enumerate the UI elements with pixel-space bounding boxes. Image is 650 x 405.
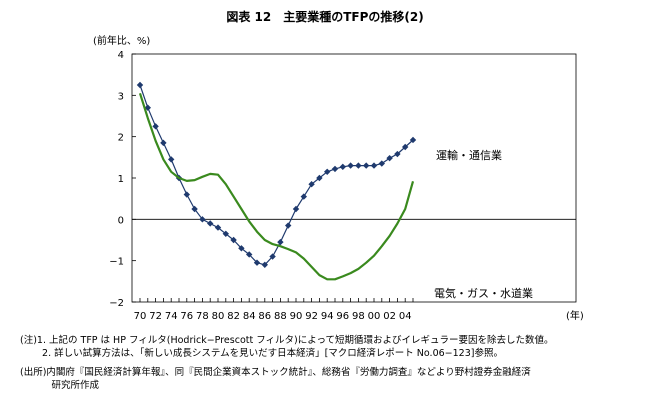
data-point xyxy=(246,251,253,258)
data-point xyxy=(214,224,222,231)
x-axis-unit-label: (年) xyxy=(566,309,584,322)
data-point xyxy=(316,174,323,182)
data-point xyxy=(261,261,268,268)
data-point xyxy=(144,104,151,111)
source-note: (出所)内閣府『国民経済計算年報』、同『民間企業資本ストック統計』、総務省『労働… xyxy=(20,367,531,378)
data-point xyxy=(136,81,144,89)
data-point xyxy=(253,259,261,266)
data-point xyxy=(285,222,292,229)
data-point xyxy=(347,162,354,169)
x-tick-label: 70 xyxy=(134,311,147,322)
x-tick-label: 76 xyxy=(180,311,193,322)
y-tick-label: −2 xyxy=(109,298,124,309)
data-point xyxy=(230,236,237,244)
data-point xyxy=(152,123,159,130)
note-2: 2. 詳しい試算方法は、「新しい成長システムを見いだす日本経済」[マクロ経済レポ… xyxy=(20,348,503,359)
x-tick-label: 74 xyxy=(165,311,178,322)
source-note-cont: 研究所作成 xyxy=(20,380,100,391)
x-tick-label: 82 xyxy=(227,311,240,322)
data-point xyxy=(269,253,276,260)
data-point xyxy=(222,230,229,237)
series-line-1 xyxy=(138,92,415,281)
data-point xyxy=(238,245,245,252)
y-tick-label: 4 xyxy=(118,50,124,61)
y-tick-label: 3 xyxy=(118,91,124,102)
data-point xyxy=(199,216,206,223)
series-label-utilities: 電気・ガス・水道業 xyxy=(434,286,533,300)
y-tick-label: −1 xyxy=(109,257,124,268)
series-label-transport: 運輸・通信業 xyxy=(436,148,502,162)
data-point xyxy=(191,205,198,213)
x-tick-label: 96 xyxy=(336,311,349,322)
data-point xyxy=(160,139,167,147)
data-point xyxy=(292,205,300,213)
x-tick-label: 90 xyxy=(290,311,303,322)
x-tick-label: 92 xyxy=(305,311,318,322)
data-point xyxy=(339,163,346,171)
x-tick-label: 80 xyxy=(212,311,225,322)
data-point xyxy=(378,160,385,167)
note-1: (注)1. 上記の TFP は HP フィルタ(Hodrick−Prescott… xyxy=(20,335,554,346)
x-tick-label: 78 xyxy=(196,311,209,322)
x-tick-label: 04 xyxy=(399,311,412,322)
data-point xyxy=(277,238,284,246)
x-tick-label: 72 xyxy=(149,311,162,322)
y-axis-label: (前年比、%) xyxy=(93,34,150,47)
x-tick-label: 98 xyxy=(352,311,365,322)
data-point xyxy=(300,193,307,200)
data-point xyxy=(168,156,175,163)
x-tick-label: 86 xyxy=(258,311,271,322)
data-point xyxy=(394,150,401,158)
y-tick-label: 2 xyxy=(118,133,124,144)
data-point xyxy=(370,162,378,169)
data-point xyxy=(331,165,339,173)
data-point xyxy=(409,136,417,144)
data-point xyxy=(355,162,362,169)
x-tick-label: 94 xyxy=(321,311,334,322)
data-point xyxy=(207,220,214,227)
y-tick-label: 1 xyxy=(118,174,124,185)
y-tick-label: 0 xyxy=(118,215,124,226)
data-point xyxy=(308,181,315,188)
data-point xyxy=(363,162,370,169)
x-tick-label: 00 xyxy=(368,311,381,322)
data-point xyxy=(183,191,190,198)
series-line-0 xyxy=(139,84,414,266)
x-tick-label: 88 xyxy=(274,311,287,322)
data-point xyxy=(386,154,393,162)
data-point xyxy=(324,168,331,175)
chart-title: 図表 12 主要業種のTFPの推移(2) xyxy=(226,10,424,24)
x-tick-label: 02 xyxy=(383,311,396,322)
x-tick-label: 84 xyxy=(243,311,256,322)
data-point xyxy=(402,143,409,151)
